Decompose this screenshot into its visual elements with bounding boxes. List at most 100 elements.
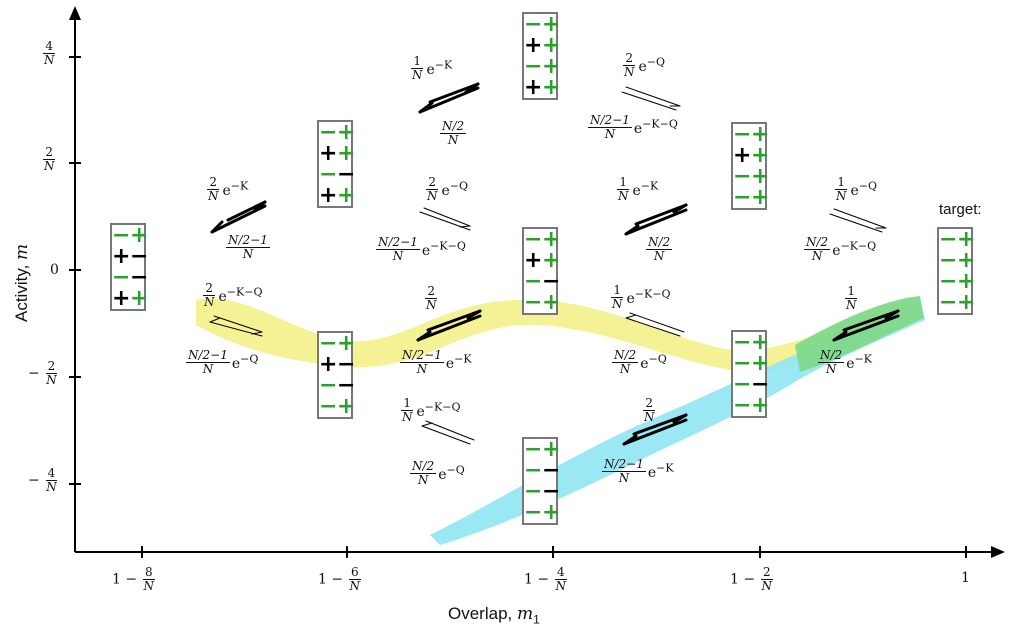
spin-cell: + xyxy=(112,244,131,269)
harpoon-r7 xyxy=(621,86,681,111)
spin-cell: − xyxy=(733,372,752,397)
spin-cell: + xyxy=(957,269,976,294)
spin-cell: + xyxy=(751,330,770,355)
spin-cell: − xyxy=(524,479,543,504)
spin-cell: + xyxy=(542,437,561,462)
spin-cell: − xyxy=(939,269,958,294)
harpoon-r4 xyxy=(419,207,471,231)
spin-cell: − xyxy=(733,330,752,355)
spin-cell: + xyxy=(542,33,561,58)
spin-cell: + xyxy=(751,185,770,210)
target-label: target: xyxy=(939,201,982,218)
harpoon-r8 xyxy=(624,203,688,236)
harpoon-r5 xyxy=(416,309,482,342)
spin-cell: − xyxy=(524,500,543,525)
harpoon-r11 xyxy=(829,208,887,233)
spin-cell: − xyxy=(319,162,338,187)
x-axis-arrow xyxy=(991,546,1005,558)
spin-cell: − xyxy=(733,164,752,189)
spin-cell: − xyxy=(337,373,356,398)
spin-cell: − xyxy=(130,244,149,269)
spin-cell: − xyxy=(337,162,356,187)
y-axis-title: Activity, m xyxy=(12,243,32,322)
spin-cell: − xyxy=(130,265,149,290)
x-ticks xyxy=(141,546,967,558)
harpoon-r6 xyxy=(421,420,475,445)
state-box-3-bot: − + − − − − − + xyxy=(522,437,561,525)
spin-cell: + xyxy=(319,141,338,166)
spin-cell: − xyxy=(751,372,770,397)
spin-cell: + xyxy=(542,12,561,37)
spin-cell: + xyxy=(751,351,770,376)
spin-cell: + xyxy=(957,248,976,273)
spin-cell: + xyxy=(542,248,561,273)
spin-cell: + xyxy=(337,141,356,166)
spin-cell: + xyxy=(751,122,770,147)
y-ticks xyxy=(69,56,81,485)
transition-arrows xyxy=(209,82,900,446)
spin-cell: + xyxy=(319,183,338,208)
spin-cell: − xyxy=(733,185,752,210)
spin-cell: − xyxy=(319,394,338,419)
spin-cell: − xyxy=(524,227,543,252)
spin-cell: − xyxy=(939,290,958,315)
spin-cell: − xyxy=(319,373,338,398)
spin-cell: + xyxy=(319,352,338,377)
spin-cell: + xyxy=(733,143,752,168)
spin-cell: + xyxy=(751,164,770,189)
spin-cell: + xyxy=(337,331,356,356)
spin-cell: − xyxy=(733,393,752,418)
spin-cell: − xyxy=(524,12,543,37)
rate-r1-backward: N/2−1 N xyxy=(226,233,270,261)
spin-cell: + xyxy=(524,75,543,100)
spin-cell: + xyxy=(130,286,149,311)
spin-cell: − xyxy=(337,352,356,377)
state-box-target: − + − + − + − + xyxy=(937,227,976,315)
spin-cell: − xyxy=(112,265,131,290)
spin-cell: − xyxy=(542,458,561,483)
spin-cell: − xyxy=(319,331,338,356)
spin-cell: + xyxy=(542,75,561,100)
spin-cell: − xyxy=(524,54,543,79)
spin-cell: + xyxy=(112,286,131,311)
state-box-2-up: − + + + − − + + xyxy=(317,120,356,208)
state-box-4-down: − + − + − − − + xyxy=(731,330,770,418)
spin-cell: − xyxy=(524,290,543,315)
spin-cell: + xyxy=(542,227,561,252)
y-axis-arrow xyxy=(69,6,81,20)
state-box-left: − + + − − − + + xyxy=(110,223,149,311)
y-tick-0: 0 xyxy=(50,262,59,278)
spin-cell: − xyxy=(542,479,561,504)
harpoon-r9 xyxy=(625,312,685,337)
spin-cell: + xyxy=(524,33,543,58)
state-box-3-top: − + + + − + + + xyxy=(522,12,561,100)
spin-cell: − xyxy=(542,269,561,294)
spin-cell: + xyxy=(337,183,356,208)
